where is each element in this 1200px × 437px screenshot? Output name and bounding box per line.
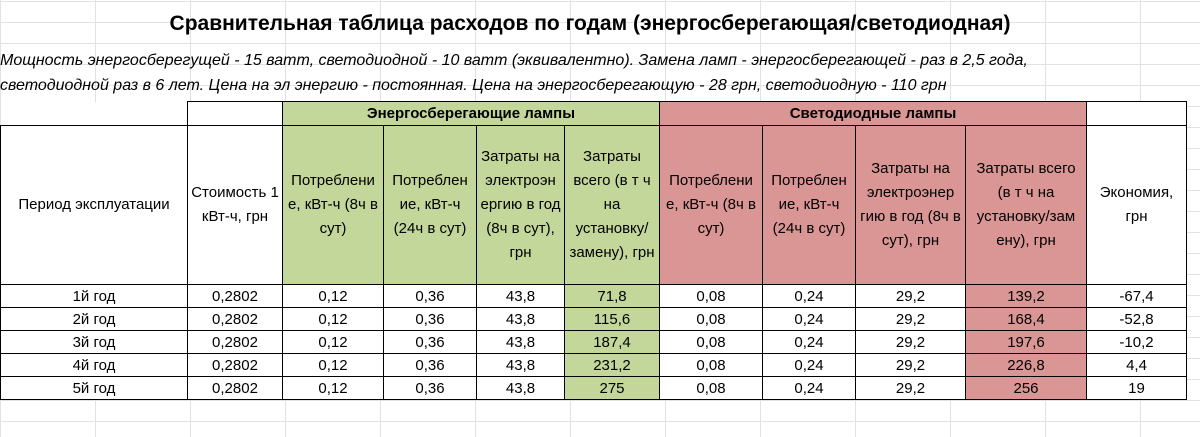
cell-es-consumption-8h[interactable]: 0,12: [282, 284, 384, 308]
cell-es-consumption-8h[interactable]: 0,12: [282, 353, 384, 377]
cell-es-energy-cost[interactable]: 43,8: [476, 376, 565, 400]
cell-led-total-cost[interactable]: 226,8: [965, 353, 1087, 377]
cell-es-consumption-8h[interactable]: 0,12: [282, 330, 384, 354]
cell-led-total-cost[interactable]: 197,6: [965, 330, 1087, 354]
cell-led-energy-cost[interactable]: 29,2: [855, 307, 966, 331]
cell-es-total-cost[interactable]: 71,8: [564, 284, 660, 308]
cell-price[interactable]: 0,2802: [187, 353, 283, 377]
cell-price[interactable]: 0,2802: [187, 330, 283, 354]
header-es-total-cost[interactable]: Затраты всего (в т ч на установку/ замен…: [564, 125, 660, 285]
cell-period[interactable]: 3й год: [0, 330, 188, 354]
cell-es-consumption-24h[interactable]: 0,36: [383, 284, 477, 308]
cell-led-consumption-24h[interactable]: 0,24: [762, 376, 856, 400]
cell-savings[interactable]: 4,4: [1086, 353, 1187, 377]
cell-es-total-cost[interactable]: 115,6: [564, 307, 660, 331]
cell-savings[interactable]: -67,4: [1086, 284, 1187, 308]
cell-es-energy-cost[interactable]: 43,8: [476, 307, 565, 331]
cell-led-consumption-8h[interactable]: 0,08: [659, 284, 763, 308]
group-header-row: Энергосберегающие лампы Светодиодные лам…: [0, 101, 1187, 126]
cell-led-consumption-8h[interactable]: 0,08: [659, 330, 763, 354]
cell-led-energy-cost[interactable]: 29,2: [855, 330, 966, 354]
cell-led-total-cost[interactable]: 256: [965, 376, 1087, 400]
cell-led-consumption-8h[interactable]: 0,08: [659, 353, 763, 377]
cell-savings[interactable]: -10,2: [1086, 330, 1187, 354]
header-es-energy-cost[interactable]: Затраты на электроэн ергию в год (8ч в с…: [476, 125, 565, 285]
note-line-1: Мощность энергосберегущей - 15 ватт, све…: [0, 52, 1028, 69]
header-led-total-cost[interactable]: Затраты всего (в т ч на установку/зам ен…: [965, 125, 1087, 285]
cell-es-energy-cost[interactable]: 43,8: [476, 353, 565, 377]
cell-led-total-cost[interactable]: 139,2: [965, 284, 1087, 308]
table-row: 2й год 0,2802 0,12 0,36 43,8 115,6 0,08 0,24 29,…: [0, 307, 1187, 331]
cell-es-consumption-8h[interactable]: 0,12: [282, 307, 384, 331]
blank-cell: [1086, 101, 1187, 126]
cell-price[interactable]: 0,2802: [187, 284, 283, 308]
cell-led-consumption-24h[interactable]: 0,24: [762, 307, 856, 331]
cell-period[interactable]: 4й год: [0, 353, 188, 377]
table-row: 3й год 0,2802 0,12 0,36 43,8 187,4 0,08 0,24 29,…: [0, 330, 1187, 354]
cell-es-energy-cost[interactable]: 43,8: [476, 330, 565, 354]
header-period[interactable]: Период эксплуатации: [0, 125, 188, 285]
cell-led-consumption-8h[interactable]: 0,08: [659, 376, 763, 400]
cell-es-total-cost[interactable]: 187,4: [564, 330, 660, 354]
cell-period[interactable]: 5й год: [0, 376, 188, 400]
table-row: 4й год 0,2802 0,12 0,36 43,8 231,2 0,08 0,24 29,…: [0, 353, 1187, 377]
column-header-row: Период эксплуатации Стоимость 1 кВт-ч, г…: [0, 125, 1187, 285]
cell-price[interactable]: 0,2802: [187, 376, 283, 400]
cell-period[interactable]: 2й год: [0, 307, 188, 331]
cell-led-total-cost[interactable]: 168,4: [965, 307, 1087, 331]
note-line-2: светодиодной раз в 6 лет. Цена на эл эне…: [0, 77, 947, 94]
cell-led-consumption-24h[interactable]: 0,24: [762, 284, 856, 308]
cell-es-total-cost[interactable]: 275: [564, 376, 660, 400]
cell-es-consumption-24h[interactable]: 0,36: [383, 353, 477, 377]
cell-es-total-cost[interactable]: 231,2: [564, 353, 660, 377]
cell-es-consumption-24h[interactable]: 0,36: [383, 330, 477, 354]
cell-es-consumption-24h[interactable]: 0,36: [383, 376, 477, 400]
cell-led-energy-cost[interactable]: 29,2: [855, 376, 966, 400]
cell-led-consumption-24h[interactable]: 0,24: [762, 353, 856, 377]
cell-savings[interactable]: -52,8: [1086, 307, 1187, 331]
blank-cell: [0, 101, 188, 126]
header-es-consumption-8h[interactable]: Потреблени е, кВт-ч (8ч в сут): [282, 125, 384, 285]
table-row: 5й год 0,2802 0,12 0,36 43,8 275 0,08 0,24 29,2 2…: [0, 376, 1187, 400]
sheet-title: Сравнительная таблица расходов по годам …: [169, 12, 1011, 35]
cell-es-energy-cost[interactable]: 43,8: [476, 284, 565, 308]
header-led-consumption-8h[interactable]: Потреблени е, кВт-ч (8ч в сут): [659, 125, 763, 285]
cell-led-energy-cost[interactable]: 29,2: [855, 353, 966, 377]
cell-led-consumption-24h[interactable]: 0,24: [762, 330, 856, 354]
header-es-consumption-24h[interactable]: Потреблен ие, кВт-ч (24ч в сут): [383, 125, 477, 285]
group-energy-saving[interactable]: Энергосберегающие лампы: [282, 101, 660, 126]
cell-price[interactable]: 0,2802: [187, 307, 283, 331]
header-savings[interactable]: Экономия, грн: [1086, 125, 1187, 285]
cell-es-consumption-8h[interactable]: 0,12: [282, 376, 384, 400]
cell-led-consumption-8h[interactable]: 0,08: [659, 307, 763, 331]
header-led-energy-cost[interactable]: Затраты на электроэнер гию в год (8ч в с…: [855, 125, 966, 285]
header-price[interactable]: Стоимость 1 кВт-ч, грн: [187, 125, 283, 285]
comparison-table: Энергосберегающие лампы Светодиодные лам…: [0, 101, 1187, 400]
header-led-consumption-24h[interactable]: Потреблен ие, кВт-ч (24ч в сут): [762, 125, 856, 285]
group-led[interactable]: Светодиодные лампы: [659, 101, 1087, 126]
table-row: 1й год 0,2802 0,12 0,36 43,8 71,8 0,08 0,24 29,2…: [0, 284, 1187, 308]
cell-savings[interactable]: 19: [1086, 376, 1187, 400]
cell-led-energy-cost[interactable]: 29,2: [855, 284, 966, 308]
cell-period[interactable]: 1й год: [0, 284, 188, 308]
blank-cell: [187, 101, 283, 126]
cell-es-consumption-24h[interactable]: 0,36: [383, 307, 477, 331]
